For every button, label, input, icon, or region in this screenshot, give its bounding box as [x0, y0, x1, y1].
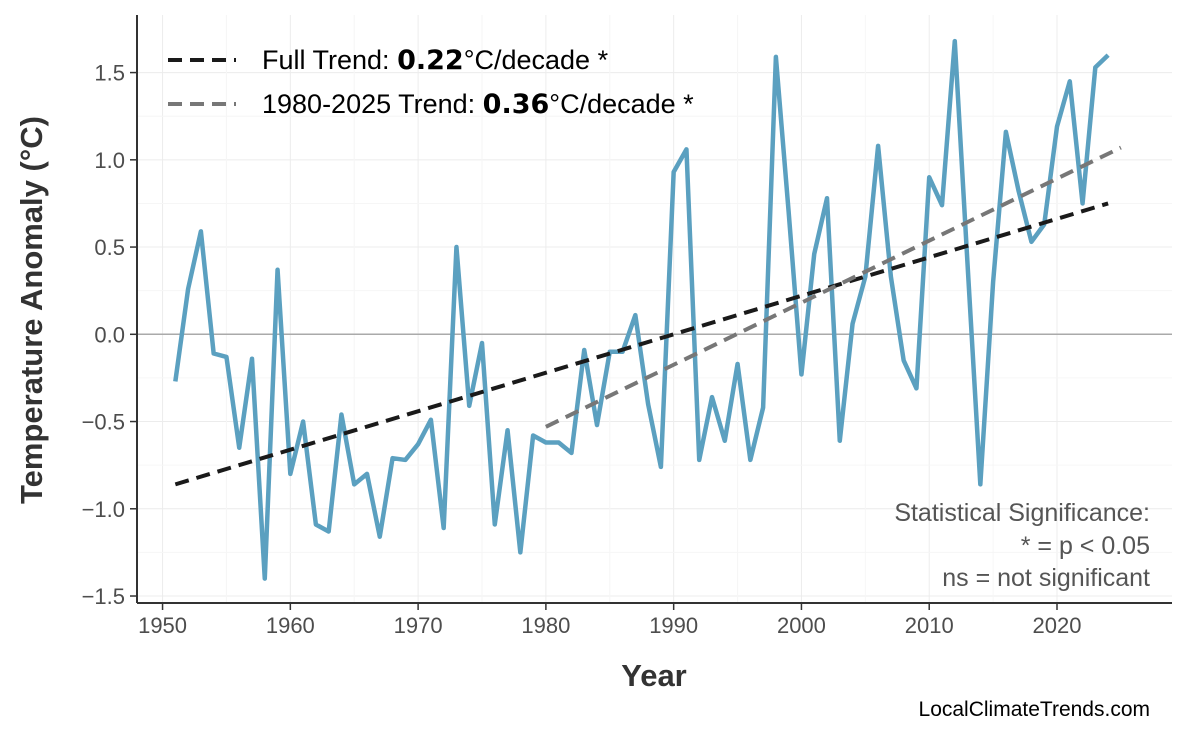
- x-tick-label: 2020: [1033, 613, 1082, 638]
- note-line: ns = not significant: [942, 564, 1150, 592]
- x-tick-label: 2000: [777, 613, 826, 638]
- x-tick-label: 1970: [394, 613, 443, 638]
- legend: Full Trend: 0.22°C/decade * 1980-2025 Tr…: [168, 45, 694, 120]
- x-tick-label: 1990: [649, 613, 698, 638]
- y-tick-label: −1.5: [82, 584, 125, 609]
- y-axis-title: Temperature Anomaly (°C): [14, 116, 49, 504]
- significance-note: Statistical Significance: * = p < 0.05 n…: [894, 499, 1150, 592]
- y-tick-label: 1.5: [94, 61, 125, 86]
- x-tick-label: 1960: [266, 613, 315, 638]
- x-axis-title: Year: [621, 658, 687, 693]
- full-trend-line: [175, 203, 1108, 484]
- recent-trend-line: [546, 148, 1121, 427]
- y-tick-label: 1.0: [94, 148, 125, 173]
- legend-label-full-trend: Full Trend: 0.22°C/decade *: [262, 45, 609, 76]
- watermark: LocalClimateTrends.com: [919, 698, 1150, 721]
- y-tick-label: −0.5: [82, 410, 125, 435]
- y-tick-label: −1.0: [82, 497, 125, 522]
- y-tick-label: 0.5: [94, 235, 125, 260]
- note-line: * = p < 0.05: [1021, 532, 1150, 560]
- x-tick-label: 1950: [138, 613, 187, 638]
- x-tick-label: 1980: [521, 613, 570, 638]
- legend-label-recent-trend: 1980-2025 Trend: 0.36°C/decade *: [262, 89, 694, 120]
- note-line: Statistical Significance:: [894, 499, 1150, 527]
- temperature-series-line: [175, 41, 1108, 578]
- x-tick-label: 2010: [905, 613, 954, 638]
- y-tick-label: 0.0: [94, 322, 125, 347]
